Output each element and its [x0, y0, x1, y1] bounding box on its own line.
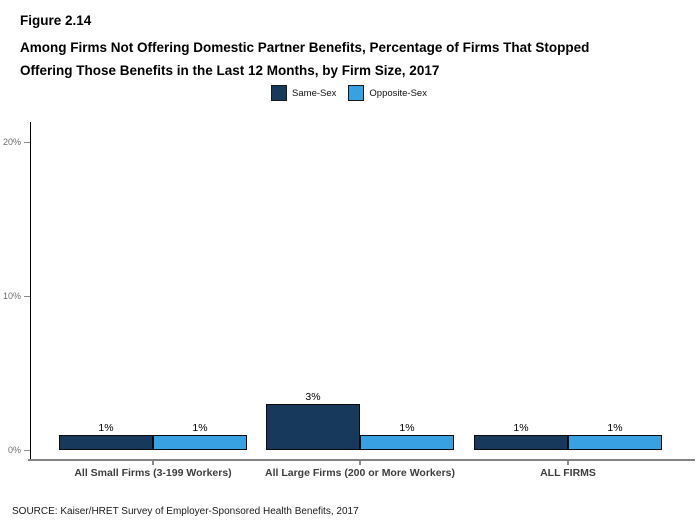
figure-titles: Figure 2.14 Among Firms Not Offering Dom…	[20, 13, 589, 82]
legend-swatch-opposite-sex	[348, 85, 365, 101]
figure-title-line2: Offering Those Benefits in the Last 12 M…	[20, 62, 440, 78]
bar-opposite-sex	[360, 435, 454, 450]
bar-slot: 1%	[360, 422, 454, 450]
x-tick	[152, 461, 154, 465]
y-tick-label: 0%	[7, 445, 21, 455]
y-tick-label: 20%	[2, 137, 21, 147]
figure-title-line1: Among Firms Not Offering Domestic Partne…	[20, 40, 590, 55]
y-tick-label: 10%	[2, 291, 21, 301]
x-tick	[567, 461, 569, 465]
bar-opposite-sex	[153, 435, 247, 450]
value-label: 1%	[98, 422, 114, 434]
y-tick	[24, 449, 30, 451]
bar-slot: 1%	[153, 422, 247, 450]
x-tick	[359, 461, 361, 465]
legend-label: Same-Sex	[292, 87, 337, 99]
value-label: 1%	[513, 422, 529, 434]
legend-item-opposite-sex: Opposite-Sex	[348, 85, 427, 101]
legend-swatch-same-sex	[271, 85, 288, 101]
legend-label: Opposite-Sex	[369, 87, 427, 99]
source-note: SOURCE: Kaiser/HRET Survey of Employer-S…	[12, 506, 359, 517]
bar-same-sex	[59, 435, 153, 450]
category-label: ALL FIRMS	[540, 467, 596, 479]
y-tick	[24, 295, 30, 297]
chart-legend: Same-Sex Opposite-Sex	[0, 84, 698, 102]
bar-group: 1% 1%	[59, 422, 247, 450]
bar-slot: 3%	[266, 391, 360, 450]
y-tick	[24, 141, 30, 143]
bar-same-sex	[266, 404, 360, 450]
plot-area: 0% 10% 20% 1% 1% All Small Firms (3-199 Worke…	[3, 122, 694, 479]
bar-group: 1% 1%	[474, 422, 662, 450]
category-label: All Large Firms (200 or More Workers)	[264, 467, 456, 479]
bar-opposite-sex	[568, 435, 662, 450]
value-label: 1%	[399, 422, 415, 434]
figure-label: Figure 2.14	[20, 13, 92, 28]
value-label: 1%	[607, 422, 623, 434]
value-label: 3%	[305, 391, 321, 403]
category-label: All Small Firms (3-199 Workers)	[74, 467, 232, 479]
x-axis-line	[28, 459, 695, 461]
bar-slot: 1%	[474, 422, 568, 450]
bar-slot: 1%	[59, 422, 153, 450]
bar-slot: 1%	[568, 422, 662, 450]
bar-same-sex	[474, 435, 568, 450]
legend-item-same-sex: Same-Sex	[271, 85, 336, 101]
bar-group: 3% 1%	[266, 391, 454, 450]
value-label: 1%	[192, 422, 208, 434]
